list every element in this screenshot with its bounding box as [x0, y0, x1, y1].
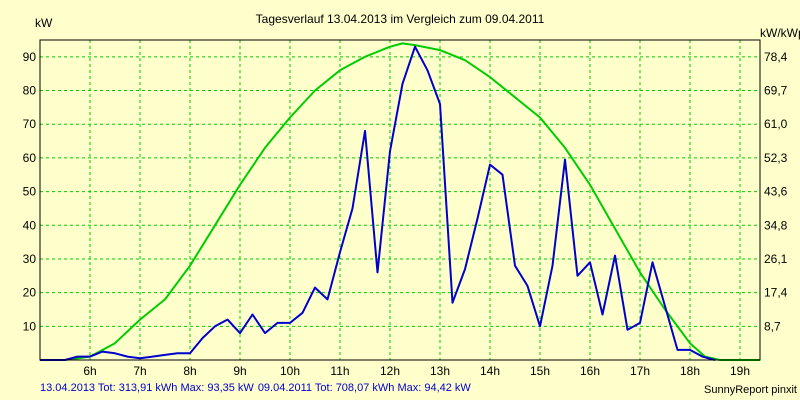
credit-text: SunnyReport pinxit: [704, 384, 797, 396]
x-tick-label: 7h: [133, 364, 146, 378]
y-tick-label-left: 20: [23, 286, 37, 300]
y-tick-label-left: 90: [23, 50, 37, 64]
plot-frame: [39, 39, 761, 361]
y-tick-label-right: 52,3: [764, 151, 788, 165]
y-tick-label-left: 40: [23, 218, 37, 232]
y-tick-label-left: 10: [23, 319, 37, 333]
x-tick-label: 10h: [280, 364, 300, 378]
y-tick-labels-right: 8,7 17,4 26,1 34,8 43,6 52,3 61,0 69,7 78,4: [764, 50, 788, 333]
x-tick-label: 9h: [233, 364, 246, 378]
grid: [40, 40, 760, 360]
series-layer: [40, 42, 760, 361]
footer-series-1-summary: 13.04.2013 Tot: 313,91 kWh Max: 93,35 kW: [40, 382, 254, 394]
series-line-13.04.2013: [40, 45, 716, 361]
y-tick-label-left: 80: [23, 84, 37, 98]
y-axis-label-right: kW/kWp [%]: [760, 26, 800, 40]
y-tick-label-right: 69,7: [764, 84, 788, 98]
y-tick-label-right: 78,4: [764, 50, 788, 64]
x-tick-label: 15h: [530, 364, 550, 378]
chart-title: Tagesverlauf 13.04.2013 im Vergleich zum…: [256, 12, 545, 26]
y-tick-label-right: 17,4: [764, 286, 788, 300]
x-tick-label: 18h: [680, 364, 700, 378]
y-tick-labels-left: 10 20 30 40 50 60 70 80 90: [23, 50, 37, 333]
y-tick-label-right: 34,8: [764, 218, 788, 232]
y-tick-label-right: 61,0: [764, 117, 788, 131]
series-line-09.04.2011: [40, 42, 760, 361]
y-tick-label-left: 70: [23, 117, 37, 131]
y-tick-label-right: 43,6: [764, 185, 788, 199]
x-tick-labels: 6h 7h 8h 9h 10h 11h 12h 13h 14h 15h 16h 17h 18h 19h: [83, 364, 750, 378]
y-tick-label-right: 8,7: [764, 319, 781, 333]
y-axis-label-left: kW: [35, 16, 53, 30]
y-tick-label-left: 60: [23, 151, 37, 165]
x-tick-label: 8h: [183, 364, 196, 378]
x-tick-label: 13h: [430, 364, 450, 378]
x-tick-label: 16h: [580, 364, 600, 378]
x-tick-label: 19h: [730, 364, 750, 378]
x-tick-label: 11h: [330, 364, 349, 378]
x-tick-label: 6h: [83, 364, 96, 378]
x-tick-label: 14h: [480, 364, 500, 378]
x-tick-label: 17h: [630, 364, 650, 378]
footer-series-2-summary: 09.04.2011 Tot: 708,07 kWh Max: 94,42 kW: [257, 382, 471, 394]
footer-summary: 13.04.2013 Tot: 313,91 kWh Max: 93,35 kW…: [40, 382, 475, 394]
y-tick-label-left: 50: [23, 185, 37, 199]
y-tick-label-right: 26,1: [764, 252, 788, 266]
y-tick-label-left: 30: [23, 252, 37, 266]
x-tick-label: 12h: [380, 364, 400, 378]
